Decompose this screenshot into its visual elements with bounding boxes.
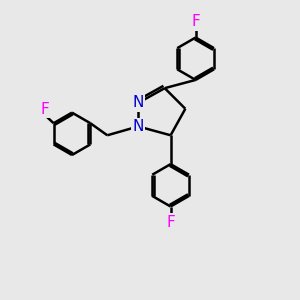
- Text: F: F: [191, 14, 200, 29]
- Text: N: N: [133, 95, 144, 110]
- Text: F: F: [166, 214, 175, 230]
- Text: F: F: [40, 102, 49, 117]
- Text: N: N: [133, 119, 144, 134]
